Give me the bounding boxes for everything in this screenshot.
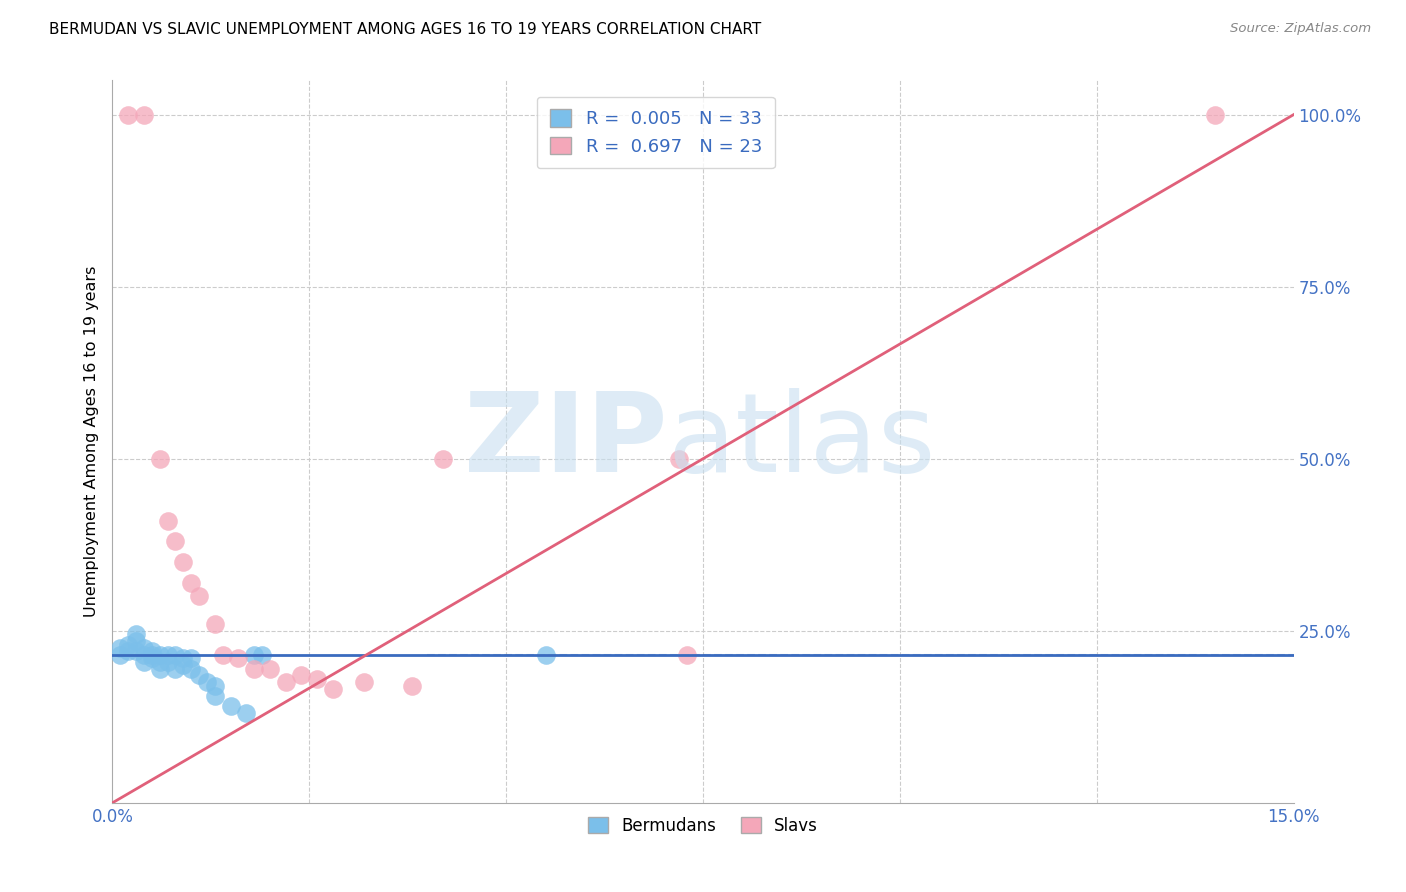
Point xyxy=(188,590,211,604)
Point xyxy=(165,648,187,662)
Point xyxy=(125,644,148,658)
Point xyxy=(195,675,218,690)
Point xyxy=(676,648,699,662)
Point xyxy=(172,651,194,665)
Point xyxy=(188,668,211,682)
Point xyxy=(125,627,148,641)
Point xyxy=(274,675,297,690)
Y-axis label: Unemployment Among Ages 16 to 19 years: Unemployment Among Ages 16 to 19 years xyxy=(83,266,98,617)
Point xyxy=(156,514,179,528)
Point xyxy=(534,648,557,662)
Point xyxy=(117,638,139,652)
Point xyxy=(165,662,187,676)
Text: BERMUDAN VS SLAVIC UNEMPLOYMENT AMONG AGES 16 TO 19 YEARS CORRELATION CHART: BERMUDAN VS SLAVIC UNEMPLOYMENT AMONG AG… xyxy=(49,22,762,37)
Point xyxy=(235,706,257,721)
Legend: Bermudans, Slavs: Bermudans, Slavs xyxy=(581,810,825,841)
Point xyxy=(432,451,454,466)
Point xyxy=(117,108,139,122)
Point xyxy=(228,651,250,665)
Point xyxy=(307,672,329,686)
Point xyxy=(141,651,163,665)
Point xyxy=(211,648,233,662)
Point xyxy=(149,451,172,466)
Point xyxy=(132,648,155,662)
Point xyxy=(132,640,155,655)
Point xyxy=(243,648,266,662)
Point xyxy=(290,668,312,682)
Point xyxy=(243,662,266,676)
Point xyxy=(117,644,139,658)
Point xyxy=(219,699,242,714)
Point xyxy=(322,682,344,697)
Point xyxy=(172,555,194,569)
Point xyxy=(180,575,202,590)
Point xyxy=(149,662,172,676)
Point xyxy=(110,648,132,662)
Point xyxy=(401,679,423,693)
Point xyxy=(204,689,226,703)
Point xyxy=(132,108,155,122)
Point xyxy=(156,655,179,669)
Text: ZIP: ZIP xyxy=(464,388,668,495)
Point xyxy=(141,648,163,662)
Point xyxy=(110,640,132,655)
Point xyxy=(172,658,194,673)
Point xyxy=(141,644,163,658)
Point xyxy=(250,648,273,662)
Point xyxy=(149,648,172,662)
Point xyxy=(149,655,172,669)
Point xyxy=(353,675,375,690)
Point xyxy=(180,651,202,665)
Point xyxy=(180,662,202,676)
Text: atlas: atlas xyxy=(668,388,936,495)
Point xyxy=(165,534,187,549)
Point xyxy=(156,648,179,662)
Text: Source: ZipAtlas.com: Source: ZipAtlas.com xyxy=(1230,22,1371,36)
Point xyxy=(259,662,281,676)
Point xyxy=(125,634,148,648)
Point xyxy=(1204,108,1226,122)
Point xyxy=(204,679,226,693)
Point xyxy=(668,451,690,466)
Point xyxy=(204,616,226,631)
Point xyxy=(132,655,155,669)
